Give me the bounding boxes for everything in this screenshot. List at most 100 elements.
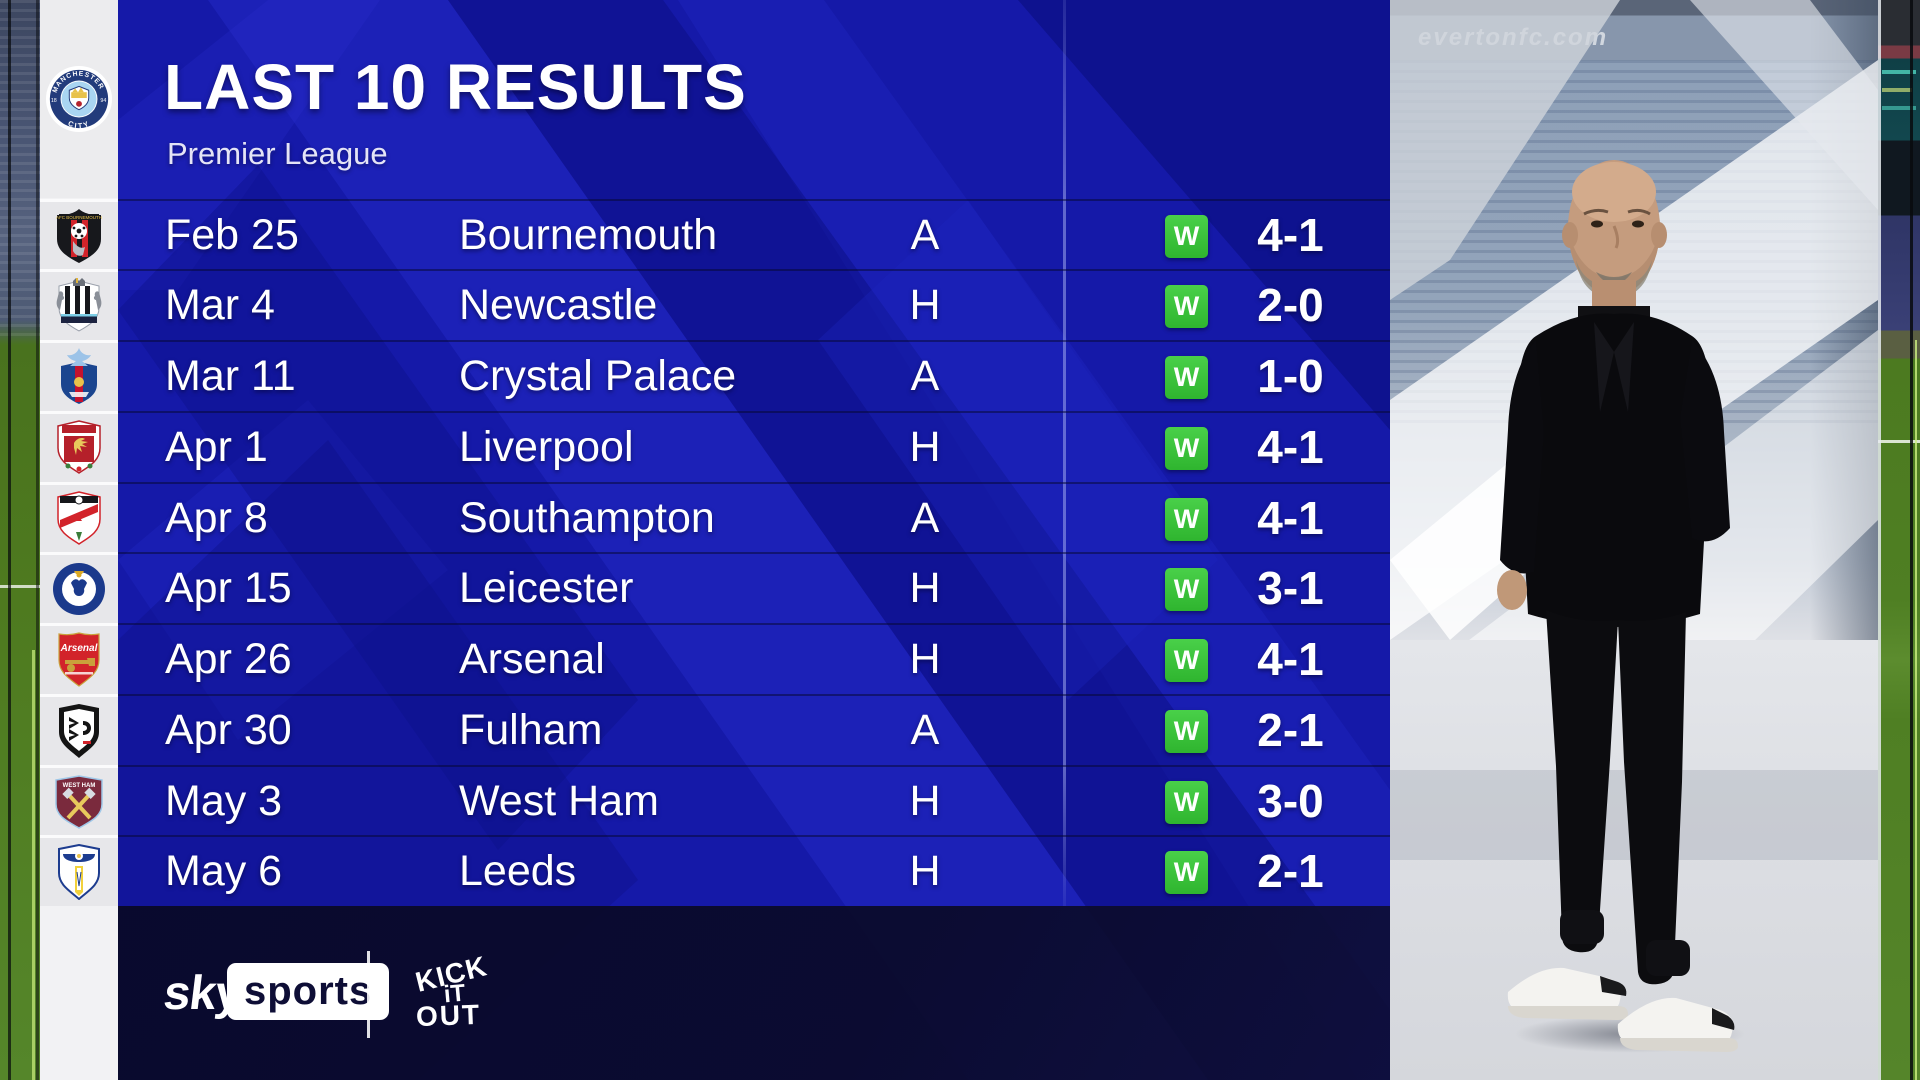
table-row: Apr 8 Southampton A W 4-1 — [118, 481, 1390, 555]
result-badge: W — [1165, 709, 1208, 753]
crest-liverpool-icon — [57, 419, 101, 474]
match-score: 2-1 — [1257, 845, 1324, 898]
table-row: Mar 4 Newcastle H W 2-0 — [118, 269, 1390, 342]
frame-line — [8, 0, 11, 1080]
match-venue: H — [909, 776, 941, 825]
match-opponent: Leeds — [459, 847, 577, 896]
match-score: 4-1 — [1257, 420, 1324, 473]
svg-text:AFC BOURNEMOUTH: AFC BOURNEMOUTH — [56, 215, 102, 220]
crest-southampton-icon — [57, 490, 101, 545]
crest-cell-liverpool — [40, 410, 118, 482]
crest-cell-leeds — [40, 835, 118, 907]
scoreboard-text-line — [1882, 88, 1912, 92]
logo-separator — [367, 951, 370, 1038]
result-badge: W — [1165, 356, 1208, 399]
match-score: 3-0 — [1257, 774, 1324, 827]
match-opponent: Fulham — [459, 705, 603, 754]
match-date: Mar 11 — [165, 352, 296, 400]
svg-text:94: 94 — [100, 98, 106, 104]
match-venue: H — [909, 281, 941, 330]
crest-bournemouth-icon: AFC BOURNEMOUTH — [56, 208, 102, 263]
match-opponent: Liverpool — [459, 422, 634, 471]
crest-manchester-city-icon: MANCHESTER CITY 18 94 — [45, 65, 113, 133]
match-date: Feb 25 — [165, 210, 299, 259]
match-date: Apr 30 — [165, 705, 292, 754]
table-row: Apr 15 Leicester H W 3-1 — [118, 552, 1390, 625]
match-date: Apr 15 — [165, 564, 292, 613]
crest-crystal-palace-icon — [61, 348, 97, 404]
result-badge: W — [1165, 639, 1208, 682]
match-date: Mar 4 — [165, 281, 275, 330]
svg-text:WEST HAM: WEST HAM — [63, 783, 96, 789]
manager-photo — [1497, 160, 1738, 1052]
match-opponent: West Ham — [459, 776, 659, 825]
crest-fulham-icon — [59, 703, 99, 758]
crest-cell-fulham — [40, 693, 118, 765]
match-date: May 3 — [165, 776, 283, 825]
table-row: Mar 11 Crystal Palace A W 1-0 — [118, 340, 1390, 413]
svg-text:18: 18 — [51, 98, 57, 104]
table-row: Apr 30 Fulham A W 2-1 — [118, 693, 1390, 767]
pitch-line — [0, 585, 40, 588]
match-score: 1-0 — [1257, 350, 1324, 402]
crest-cell-bournemouth: AFC BOURNEMOUTH — [40, 198, 118, 270]
match-venue: H — [909, 847, 941, 896]
result-badge: W — [1165, 426, 1208, 470]
table-row: Feb 25 Bournemouth A W 4-1 — [118, 198, 1390, 272]
match-venue: A — [910, 210, 940, 259]
crest-cell-newcastle — [40, 269, 118, 341]
page-title: LAST 10 RESULTS — [164, 51, 747, 123]
crest-cell-manchester-city: MANCHESTER CITY 18 94 — [40, 0, 118, 198]
crest-cell-west-ham: WEST HAM — [40, 764, 118, 836]
results-panel: LAST 10 RESULTS Premier League Feb 25 Bo… — [118, 0, 1390, 1080]
match-opponent: Bournemouth — [459, 210, 718, 259]
scoreboard-text-line — [1882, 106, 1916, 110]
frame-line — [36, 0, 39, 1080]
match-venue: H — [909, 564, 941, 613]
result-badge: W — [1165, 780, 1208, 824]
svg-text:CITY: CITY — [67, 119, 92, 131]
frame-line — [1878, 0, 1881, 1080]
table-row: Apr 1 Liverpool H W 4-1 — [118, 410, 1390, 484]
crest-cell-crystal-palace — [40, 340, 118, 411]
result-badge: W — [1165, 214, 1208, 258]
pitch-highlight-line — [32, 650, 35, 1080]
match-date: Apr 8 — [165, 493, 268, 542]
crest-cell-southampton — [40, 481, 118, 553]
result-badge: W — [1165, 568, 1208, 612]
crest-strip: MANCHESTER CITY 18 94 AFC BOURNEMOUTH — [40, 0, 118, 1080]
pitch-highlight-line — [1915, 340, 1917, 1080]
scoreboard-text-line — [1882, 70, 1916, 74]
kick-it-out-logo: KICK iT OUT — [403, 949, 495, 1041]
sky-sports-logo: sports — [227, 963, 390, 1020]
frame-line — [1910, 0, 1913, 1080]
video-edge-left — [0, 0, 40, 1080]
match-date: Apr 26 — [165, 635, 292, 683]
match-score: 2-1 — [1257, 703, 1324, 756]
crest-newcastle-icon — [56, 278, 102, 332]
kick-it-out-line: OUT — [415, 998, 483, 1032]
match-score: 2-0 — [1257, 279, 1324, 332]
result-badge: W — [1165, 851, 1208, 895]
crest-arsenal-icon: Arsenal — [58, 632, 100, 687]
pitch-line — [1878, 440, 1920, 443]
table-row: May 6 Leeds H W 2-1 — [118, 835, 1390, 908]
match-date: Apr 1 — [165, 422, 268, 471]
crest-cell-arsenal: Arsenal — [40, 623, 118, 694]
table-row: Apr 26 Arsenal H W 4-1 — [118, 623, 1390, 696]
crest-leeds-icon — [58, 844, 100, 901]
table-row: May 3 West Ham H W 3-0 — [118, 764, 1390, 838]
match-opponent: Crystal Palace — [459, 352, 737, 400]
match-venue: H — [909, 422, 941, 471]
match-opponent: Southampton — [459, 493, 715, 542]
result-badge: W — [1165, 497, 1208, 541]
match-opponent: Newcastle — [459, 281, 658, 330]
match-score: 3-1 — [1257, 562, 1324, 615]
crest-cell-leicester — [40, 552, 118, 624]
match-score: 4-1 — [1257, 208, 1324, 261]
match-opponent: Arsenal — [459, 635, 605, 683]
match-venue: A — [910, 352, 940, 400]
match-venue: H — [909, 635, 941, 683]
manager-photo-panel: evertonfc.com — [1390, 0, 1878, 1080]
